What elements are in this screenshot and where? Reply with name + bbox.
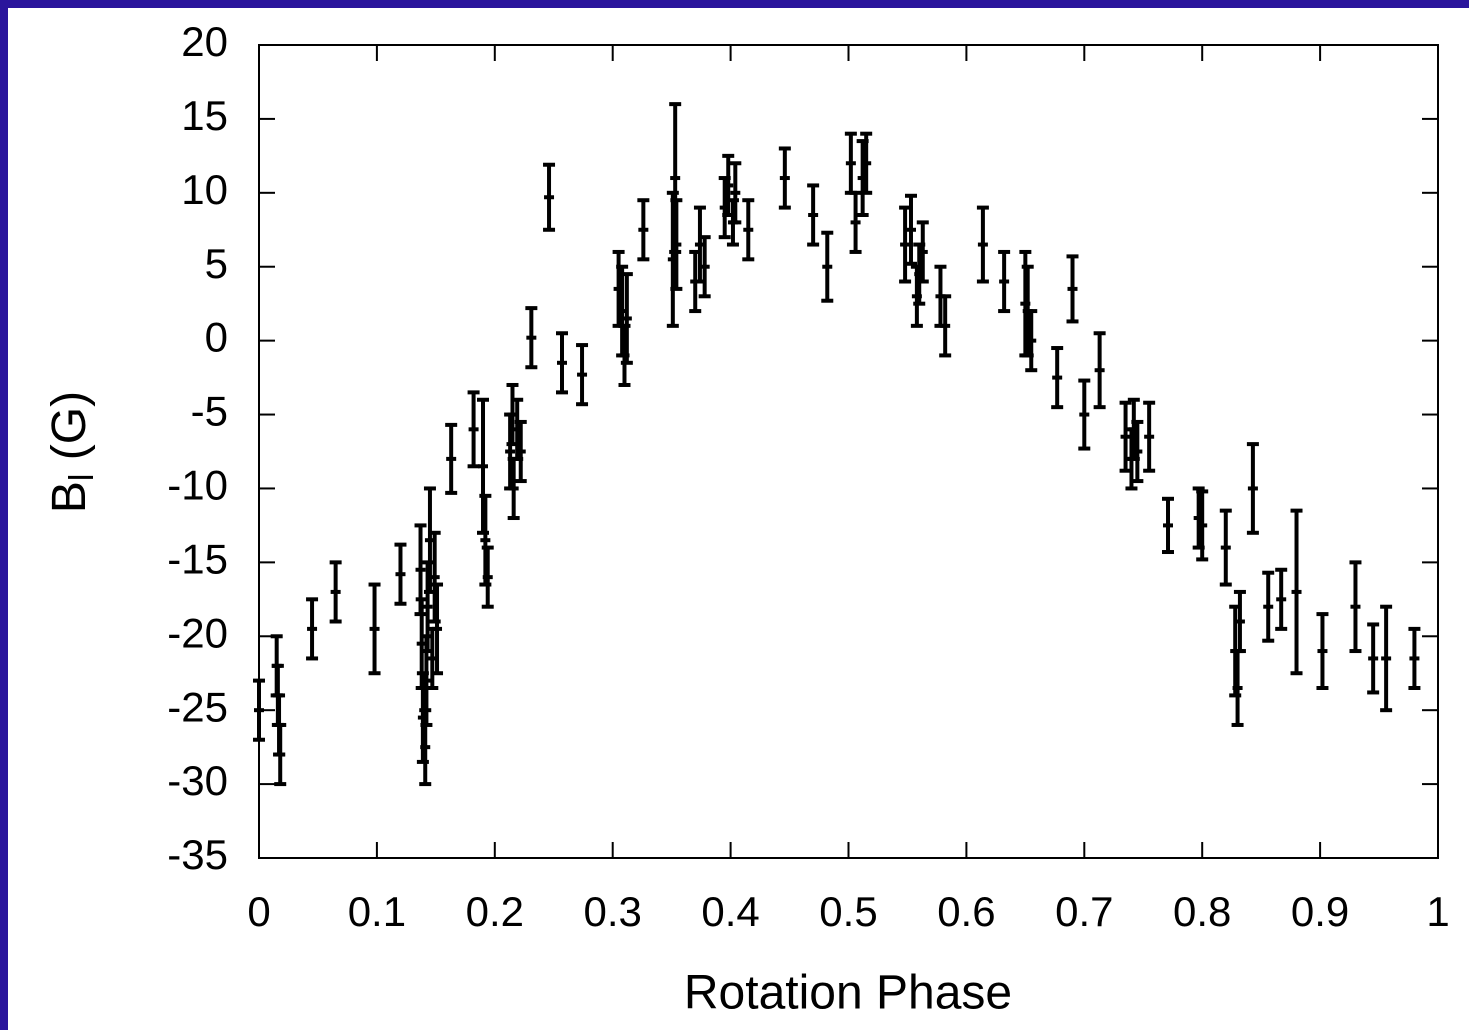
y-tick-label: 0 [205,314,228,361]
error-bar [1119,400,1132,473]
x-tick-label: 0.1 [348,888,406,935]
x-tick-label: 0.2 [466,888,524,935]
error-bar [1246,442,1259,535]
error-bar [729,161,742,225]
error-bar [1219,508,1232,587]
x-tick-label: 0.9 [1291,888,1349,935]
y-tick-label: -20 [167,609,228,656]
error-bar [467,390,480,469]
error-bar [1349,560,1362,654]
error-bar [1131,419,1144,484]
error-bar [525,306,538,370]
error-bar [1066,254,1079,324]
x-tick-label: 0.6 [937,888,995,935]
x-tick-label: 0.3 [584,888,642,935]
error-bar [431,582,444,676]
error-bar [1275,567,1288,631]
x-tick-label: 0.8 [1173,888,1231,935]
error-bar [253,678,265,742]
error-bar [916,220,929,284]
error-bar [998,249,1011,314]
error-bar [899,205,912,284]
error-bar [329,560,342,624]
y-tick-label: -5 [191,388,228,435]
error-bar [1051,346,1064,410]
error-bar [1093,331,1106,410]
x-tick-label: 0.5 [819,888,877,935]
y-tick-label: 20 [181,18,228,65]
y-axis-label: Bl (G) [43,391,101,513]
error-bar [274,722,287,787]
y-tick-label: -10 [167,462,228,509]
error-bar [1290,508,1303,676]
error-bar [939,294,952,358]
error-bar [1233,589,1246,654]
error-bar [1143,400,1156,473]
plot-frame [258,44,1439,859]
y-tick-label: -30 [167,757,228,804]
error-bar [394,542,407,606]
error-bar [1262,570,1275,643]
y-tick-label: -15 [167,535,228,582]
error-bar [1408,626,1421,691]
error-bar [821,230,834,303]
error-bar [778,146,791,210]
y-tick-label: -25 [167,683,228,730]
error-bar [1162,496,1175,555]
error-bar [445,422,458,495]
error-bar [1078,378,1091,451]
error-bar [670,198,683,291]
x-tick-label: 0.7 [1055,888,1113,935]
error-bar [1196,489,1209,562]
x-tick-label: 1 [1426,888,1449,935]
error-bar [976,205,989,284]
y-tick-label: 5 [205,240,228,287]
error-bar [904,193,917,266]
error-bar [742,198,755,262]
error-bar [576,343,589,407]
error-bar [514,419,527,484]
y-axis-label-rest: (G) [43,391,96,474]
y-tick-label: -35 [167,831,228,878]
y-tick-label: 15 [181,92,228,139]
y-axis-label-sub: l [63,474,101,482]
error-bar [807,183,820,247]
error-bar [620,272,633,365]
error-bar [481,545,494,609]
error-bar [849,190,862,254]
error-bar [637,198,650,262]
error-bar [1316,612,1329,691]
x-tick-label: 0.4 [701,888,759,935]
error-bar [556,331,569,395]
x-tick-label: 0 [247,888,270,935]
error-bar [306,597,319,661]
y-tick-label: 10 [181,166,228,213]
error-bar [1025,309,1038,373]
error-bar [368,582,381,676]
error-bar [1380,604,1393,713]
error-bar [698,235,711,299]
error-bar [543,162,556,232]
error-bar [860,131,873,195]
x-axis-label: Rotation Phase [684,967,1012,1020]
error-bar [1367,622,1380,695]
y-axis-label-base: B [43,481,96,513]
